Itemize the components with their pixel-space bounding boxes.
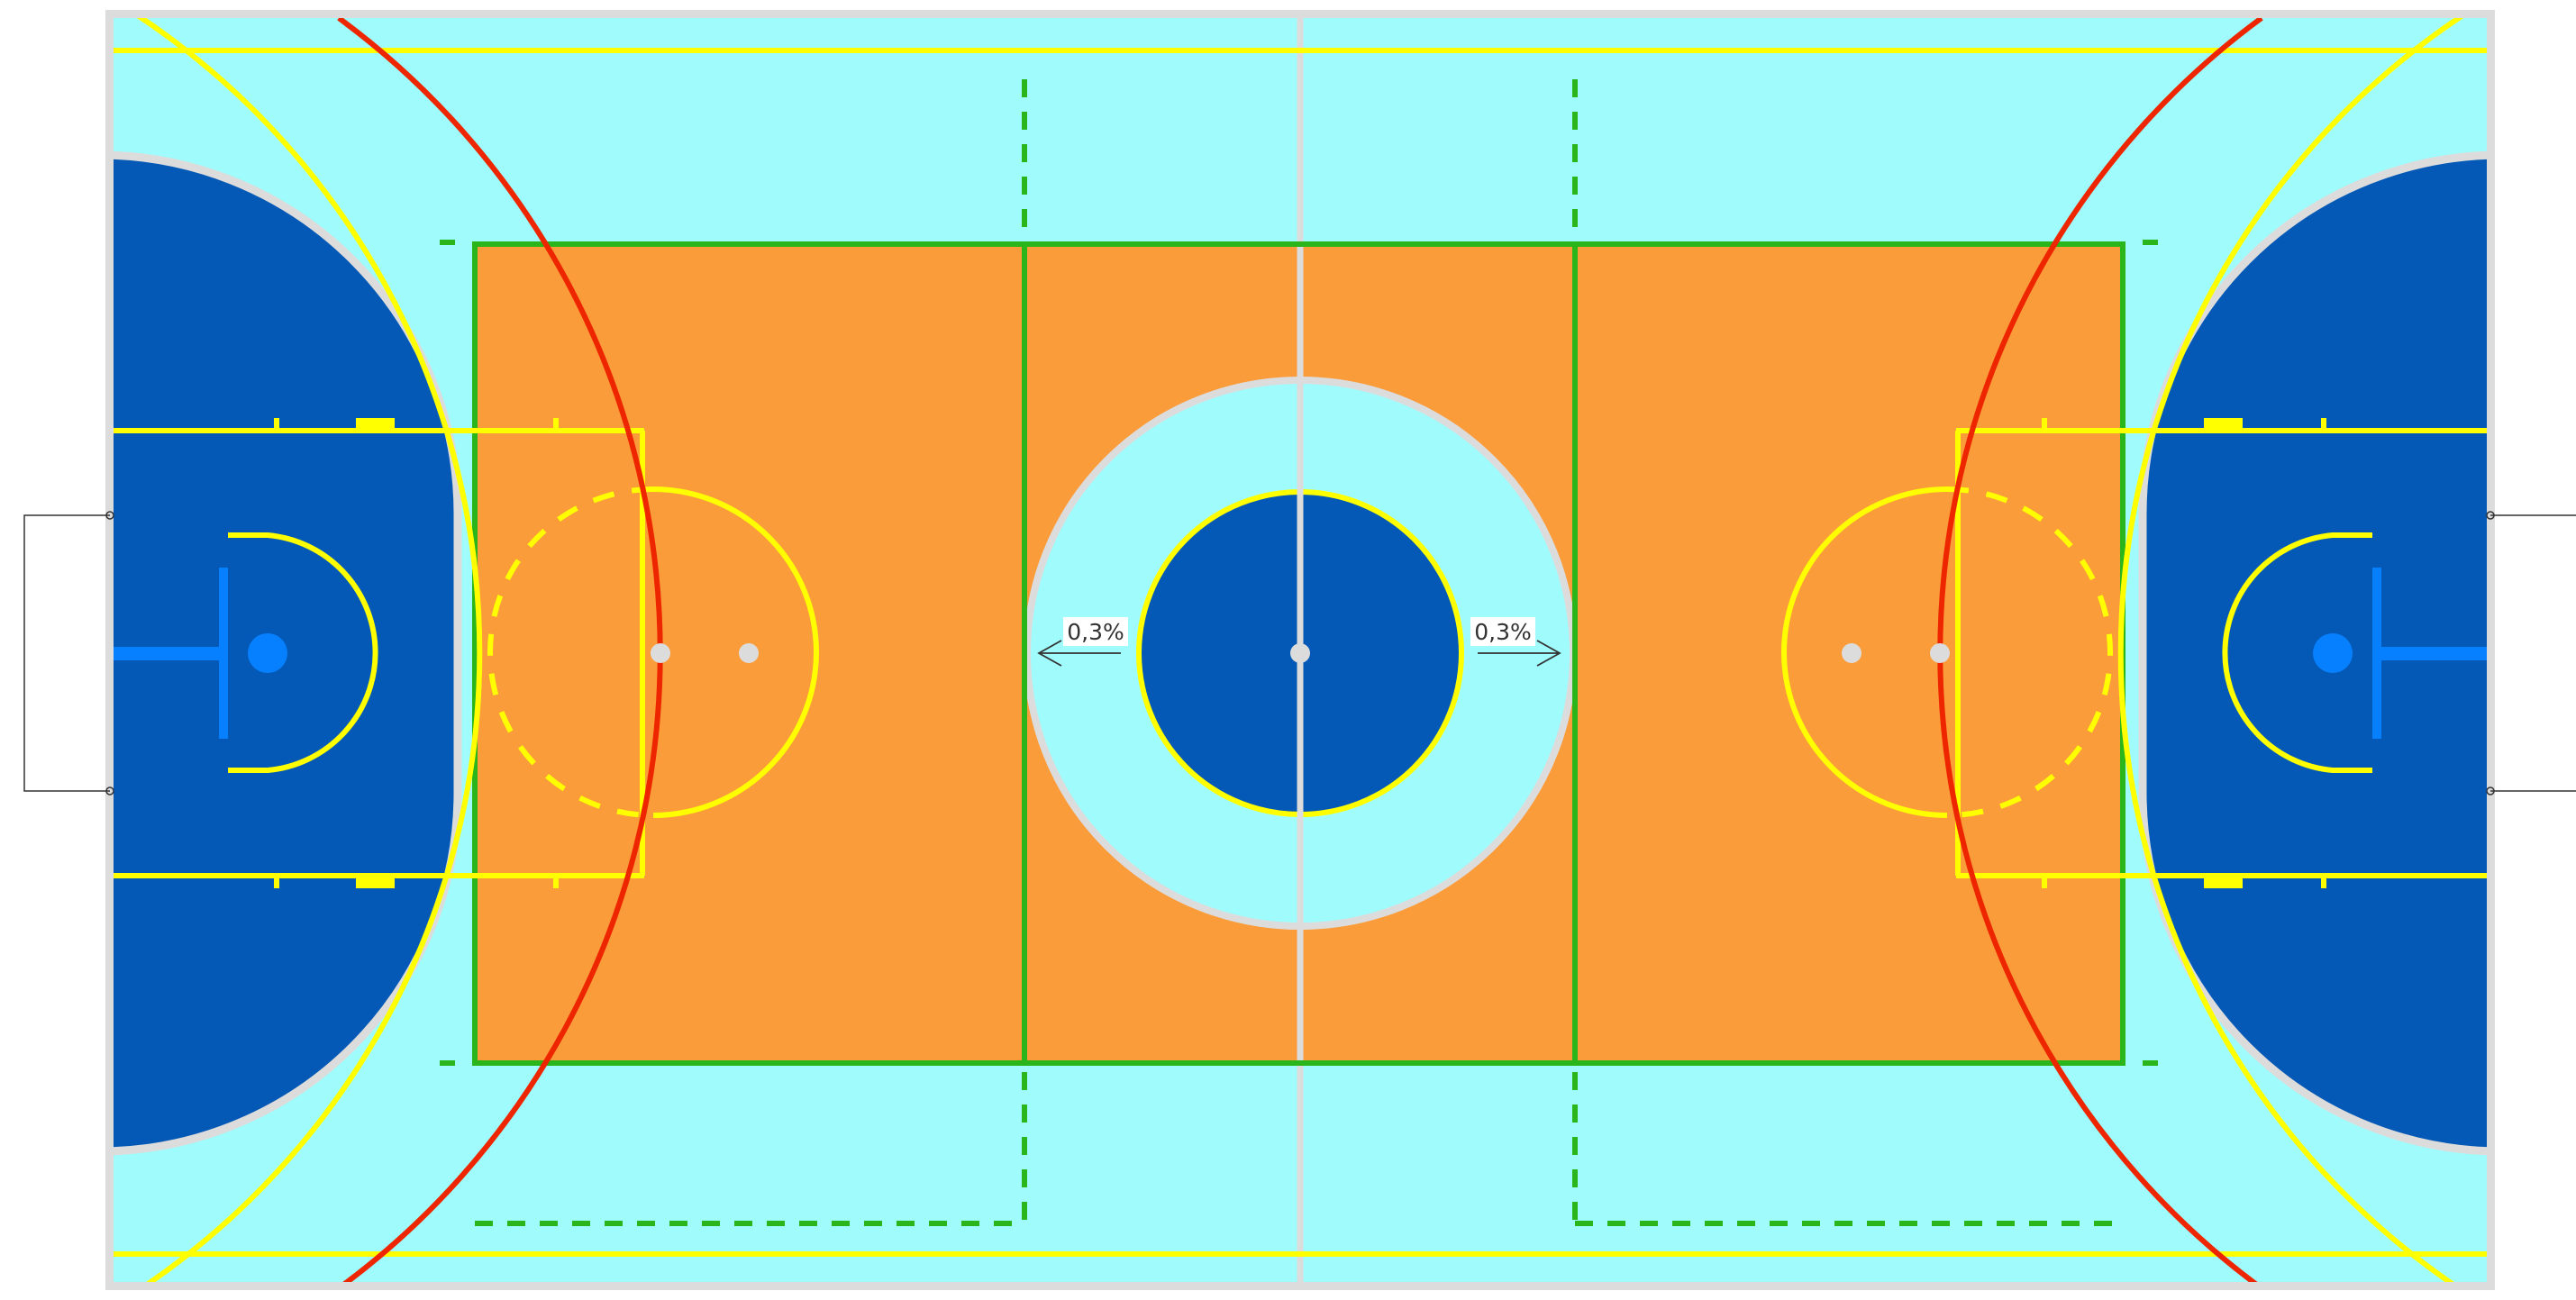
center-spot xyxy=(1290,643,1310,663)
left-goal xyxy=(23,514,110,792)
lane-blocks xyxy=(356,418,2243,888)
right-basket xyxy=(2313,633,2353,673)
basket-marks xyxy=(114,568,2487,739)
marker-spots xyxy=(651,643,1950,663)
slope-label-left: 0,3% xyxy=(1067,619,1124,645)
slope-label-right: 0,3% xyxy=(1474,619,1532,645)
goal-frames xyxy=(23,511,2576,795)
slope-arrow-right xyxy=(1478,640,1561,667)
slope-arrow-left xyxy=(1037,640,1121,667)
basketball-lines xyxy=(114,18,2487,1282)
left-basket xyxy=(248,633,287,673)
